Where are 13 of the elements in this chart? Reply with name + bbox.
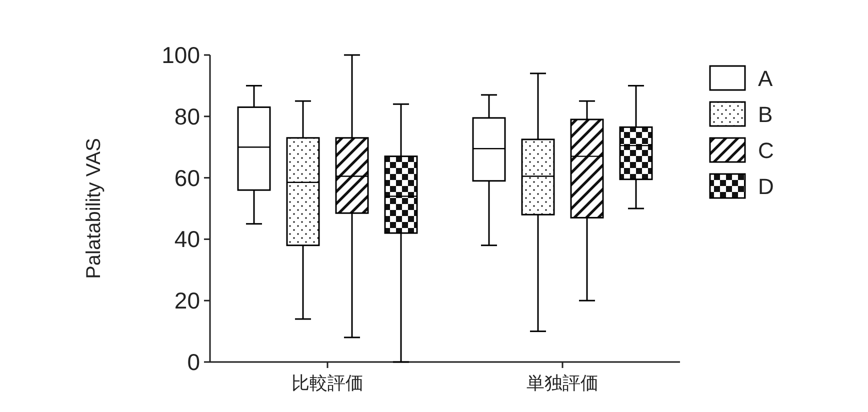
legend-label: B bbox=[758, 102, 773, 127]
y-tick-label: 100 bbox=[162, 42, 200, 68]
legend-label: C bbox=[758, 138, 774, 163]
x-tick-label: 単独評価 bbox=[526, 373, 598, 393]
legend-label: A bbox=[758, 66, 773, 91]
y-tick-label: 80 bbox=[174, 103, 200, 130]
y-tick-label: 0 bbox=[187, 349, 200, 375]
y-tick-label: 60 bbox=[174, 164, 200, 191]
y-tick-label: 20 bbox=[174, 288, 200, 314]
y-axis-title: Palatability VAS bbox=[83, 138, 105, 279]
legend-label: D bbox=[758, 174, 774, 199]
y-tick-label: 40 bbox=[174, 226, 200, 252]
x-tick-label: 比較評価 bbox=[292, 373, 364, 393]
